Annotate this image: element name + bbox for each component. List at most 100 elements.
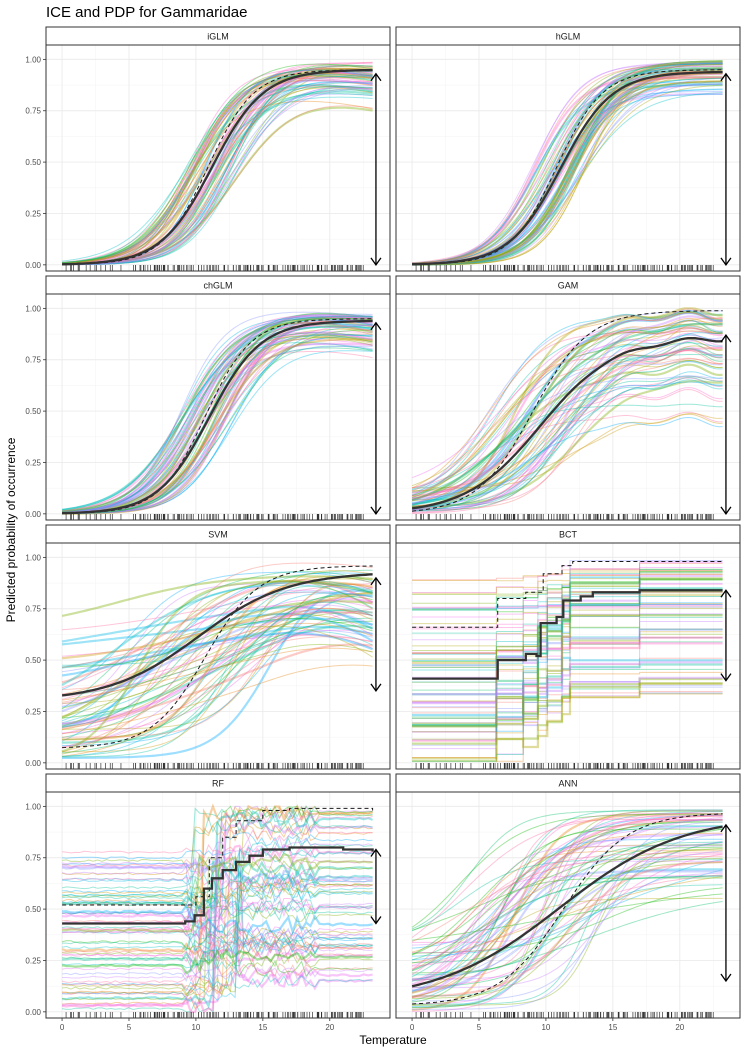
ice-curve [412,93,723,266]
ice-curve [62,65,373,266]
ice-curve [62,325,373,513]
ice-curve [412,668,723,691]
ice-curve [62,317,373,511]
ice-curve [62,868,373,964]
ice-curve [62,68,373,264]
ice-curve [62,897,373,954]
ice-curves [61,562,374,759]
ice-curve [412,578,723,726]
x-tick-label: 5 [127,1023,132,1032]
range-arrow-head-bottom [370,257,382,266]
grid-lines [396,294,740,520]
ice-curve [412,853,723,989]
ice-curve [412,635,723,742]
x-tick-label: 20 [325,1023,334,1032]
pdp-line [411,336,723,510]
ice-curve [412,328,723,514]
ice-curve [61,600,373,719]
ice-curve [412,381,723,504]
ice-curve [412,71,723,265]
ice-curve [62,315,373,512]
ice-curve [62,804,373,923]
mean-observed-dashed-line [412,310,723,512]
ice-curve [412,818,723,980]
ice-curve [412,637,723,664]
ice-curve [62,313,373,514]
ice-curve [62,607,373,757]
ice-curves [412,60,723,266]
ice-curve [61,816,373,922]
ice-curve [412,628,723,667]
ice-curve [62,75,373,264]
ice-curve [62,854,373,955]
ice-curve [412,637,723,746]
ice-curve [62,343,373,514]
ice-curve [412,569,723,582]
ice-curve [62,903,373,936]
ice-curve [61,803,373,956]
ice-curve [412,818,723,979]
y-tick-label: 0.25 [25,458,41,467]
ice-curve [412,63,723,265]
ice-curve [412,606,723,630]
ice-curve [412,594,723,683]
ice-curve [62,594,373,746]
ice-curve [412,614,723,728]
ice-curve [412,602,723,611]
ice-curve [411,346,723,500]
ice-curve [62,62,373,265]
ice-curve [411,827,723,971]
ice-curve [411,330,723,505]
facet-panel-rf: RF 0.00 0.25 0.50 0.75 1.00 0 5 10 15 20 [25,773,391,1032]
ice-curve [411,311,723,489]
ice-curve [412,71,723,266]
range-arrow-head-top [720,72,732,82]
rug-marks [65,763,364,769]
ice-curve [412,841,723,1005]
ice-curve [412,576,723,671]
ice-curve [61,591,373,689]
ice-curve [62,885,373,905]
ice-curve [412,337,723,511]
ice-curve [61,643,373,730]
ice-curve [412,592,723,740]
ice-curve [412,63,723,265]
ice-curve [61,831,373,911]
ice-curve [62,323,373,510]
ice-curve [412,893,723,941]
mean-observed-dashed-line [62,565,373,749]
ice-curve [412,813,723,967]
ice-curve [412,80,723,266]
ice-curve [412,73,723,265]
facet-strip-label: SVM [208,530,228,540]
ice-curve [411,844,723,993]
ice-curve [412,360,723,507]
ice-curve [412,62,723,264]
ice-curve [62,314,373,514]
ice-curve [61,629,373,735]
ice-curve [412,842,723,981]
ice-curve [412,819,723,1005]
ice-curve [412,828,723,1003]
ice-curve [62,315,373,512]
ice-curve [62,87,373,265]
ice-curve [61,805,373,890]
ice-curve [411,363,723,502]
ice-curve [412,859,723,957]
y-tick-label: 0.50 [25,656,41,665]
ice-curve [412,66,723,265]
ice-curve [412,578,723,702]
ice-curve [411,876,723,964]
ice-curve [62,857,373,966]
ice-curve [411,387,723,505]
ice-curve [61,609,374,713]
range-arrow-head-top [720,589,732,598]
plot-area [396,543,740,769]
ice-curve [412,825,723,997]
ice-curve [62,80,373,264]
y-tick-label: 1.00 [25,553,41,562]
ice-curve [412,656,723,719]
ice-curve [412,388,723,514]
ice-curve [412,67,723,265]
ice-curve [62,75,373,265]
